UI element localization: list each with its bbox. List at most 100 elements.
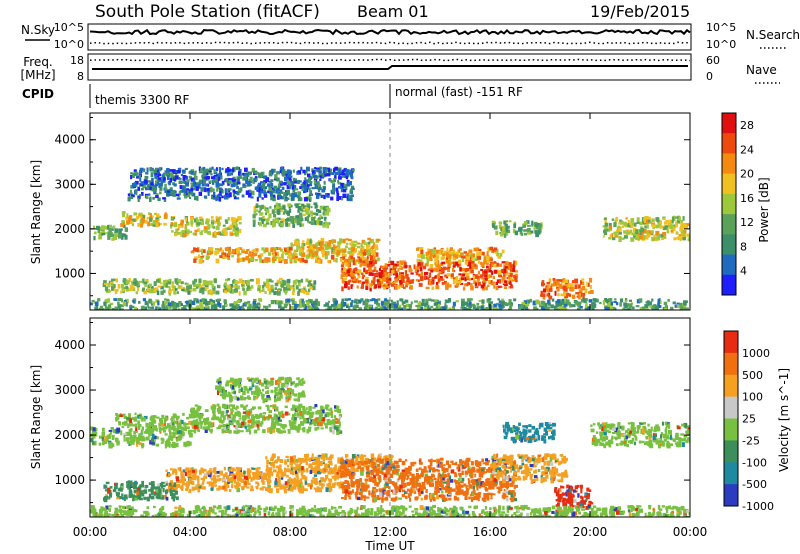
power-cell (608, 298, 613, 302)
velocity-cell (115, 416, 118, 422)
power-cell (235, 227, 239, 232)
velocity-cell (301, 414, 305, 419)
power-cell (307, 173, 311, 178)
velocity-cell (112, 435, 115, 440)
power-cell (602, 300, 606, 305)
power-cell (367, 249, 371, 254)
power-cell (564, 298, 568, 302)
power-cell (426, 259, 430, 264)
power-cell (303, 190, 306, 194)
power-cell (399, 260, 403, 266)
velocity-cell (200, 424, 203, 429)
velocity-cell (229, 396, 233, 400)
power-cell (385, 266, 389, 270)
power-cell (497, 255, 501, 259)
power-cell (277, 219, 280, 224)
power-cell (680, 229, 685, 234)
power-cell (682, 222, 687, 227)
power-cell (579, 306, 583, 309)
velocity-cell (115, 413, 118, 416)
power-cell (192, 288, 197, 292)
power-cell (182, 177, 186, 181)
velocity-cell (294, 412, 297, 417)
power-cell (299, 304, 302, 308)
velocity-cell (92, 441, 96, 445)
power-cell (330, 305, 333, 310)
velocity-cell (255, 389, 258, 394)
velocity-cell (284, 405, 288, 409)
power-cell (647, 230, 651, 235)
power-cell (440, 278, 444, 281)
power-cell (259, 289, 261, 293)
power-cell (358, 300, 362, 303)
velocity-cell (130, 439, 135, 444)
power-cell (184, 226, 187, 230)
power-cell (329, 178, 332, 182)
power-cell (423, 307, 427, 310)
power-cell (314, 205, 318, 209)
power-cell (292, 216, 295, 219)
power-cell (236, 176, 240, 181)
power-cell (663, 307, 667, 310)
power-cell (118, 228, 122, 234)
power-cell (435, 267, 439, 273)
power-cell (461, 267, 465, 272)
power-cell (611, 233, 614, 238)
velocity-cell (302, 405, 306, 411)
power-cell (270, 196, 274, 201)
velocity-cell (292, 413, 295, 419)
power-cell (674, 304, 677, 308)
power-cell (310, 283, 313, 288)
power-cell (150, 286, 154, 288)
power-cell (631, 232, 634, 236)
power-cell (535, 299, 540, 305)
velocity-cell (226, 428, 229, 431)
power-cell (334, 300, 338, 306)
power-cell (425, 300, 429, 305)
power-cell (461, 308, 465, 310)
power-cell (160, 285, 164, 290)
power-cell (219, 170, 222, 175)
power-cell (262, 176, 267, 179)
power-cell (272, 189, 276, 194)
cpid-segment-2: normal (fast) -151 RF (395, 85, 523, 99)
power-cell (152, 196, 155, 200)
velocity-cell (313, 422, 317, 427)
power-cell (438, 271, 442, 274)
velocity-cell (189, 467, 192, 472)
power-cell (207, 250, 211, 253)
velocity-cell (281, 410, 284, 415)
power-cell (243, 290, 247, 296)
velocity-cell (266, 379, 269, 384)
power-cell (467, 261, 472, 267)
power-cell (483, 270, 488, 274)
velocity-cell (327, 404, 330, 407)
power-cell (210, 306, 214, 310)
power-cell (361, 255, 365, 260)
velocity-cell (308, 421, 312, 426)
power-cell (368, 267, 372, 272)
velocity-cell (233, 379, 236, 383)
power-cell (425, 286, 430, 290)
power-cell (678, 216, 681, 221)
power-cell (170, 222, 173, 226)
power-cell (471, 277, 475, 281)
power-cell (471, 257, 474, 261)
power-cell (402, 301, 406, 304)
power-cell (128, 278, 131, 283)
power-cell (167, 285, 171, 288)
power-cell (290, 244, 294, 247)
power-cell (284, 177, 288, 181)
power-cell (259, 185, 262, 190)
velocity-cell (283, 390, 288, 394)
velocity-cell (92, 436, 96, 439)
power-cell (488, 274, 493, 278)
velocity-cell (226, 430, 229, 433)
power-cell (304, 177, 307, 180)
power-colorbar-tick: 4 (740, 265, 747, 278)
power-cell (299, 248, 303, 253)
power-cell (247, 306, 251, 310)
power-cell (672, 301, 676, 305)
power-cell (513, 223, 516, 229)
power-cell (195, 247, 199, 253)
